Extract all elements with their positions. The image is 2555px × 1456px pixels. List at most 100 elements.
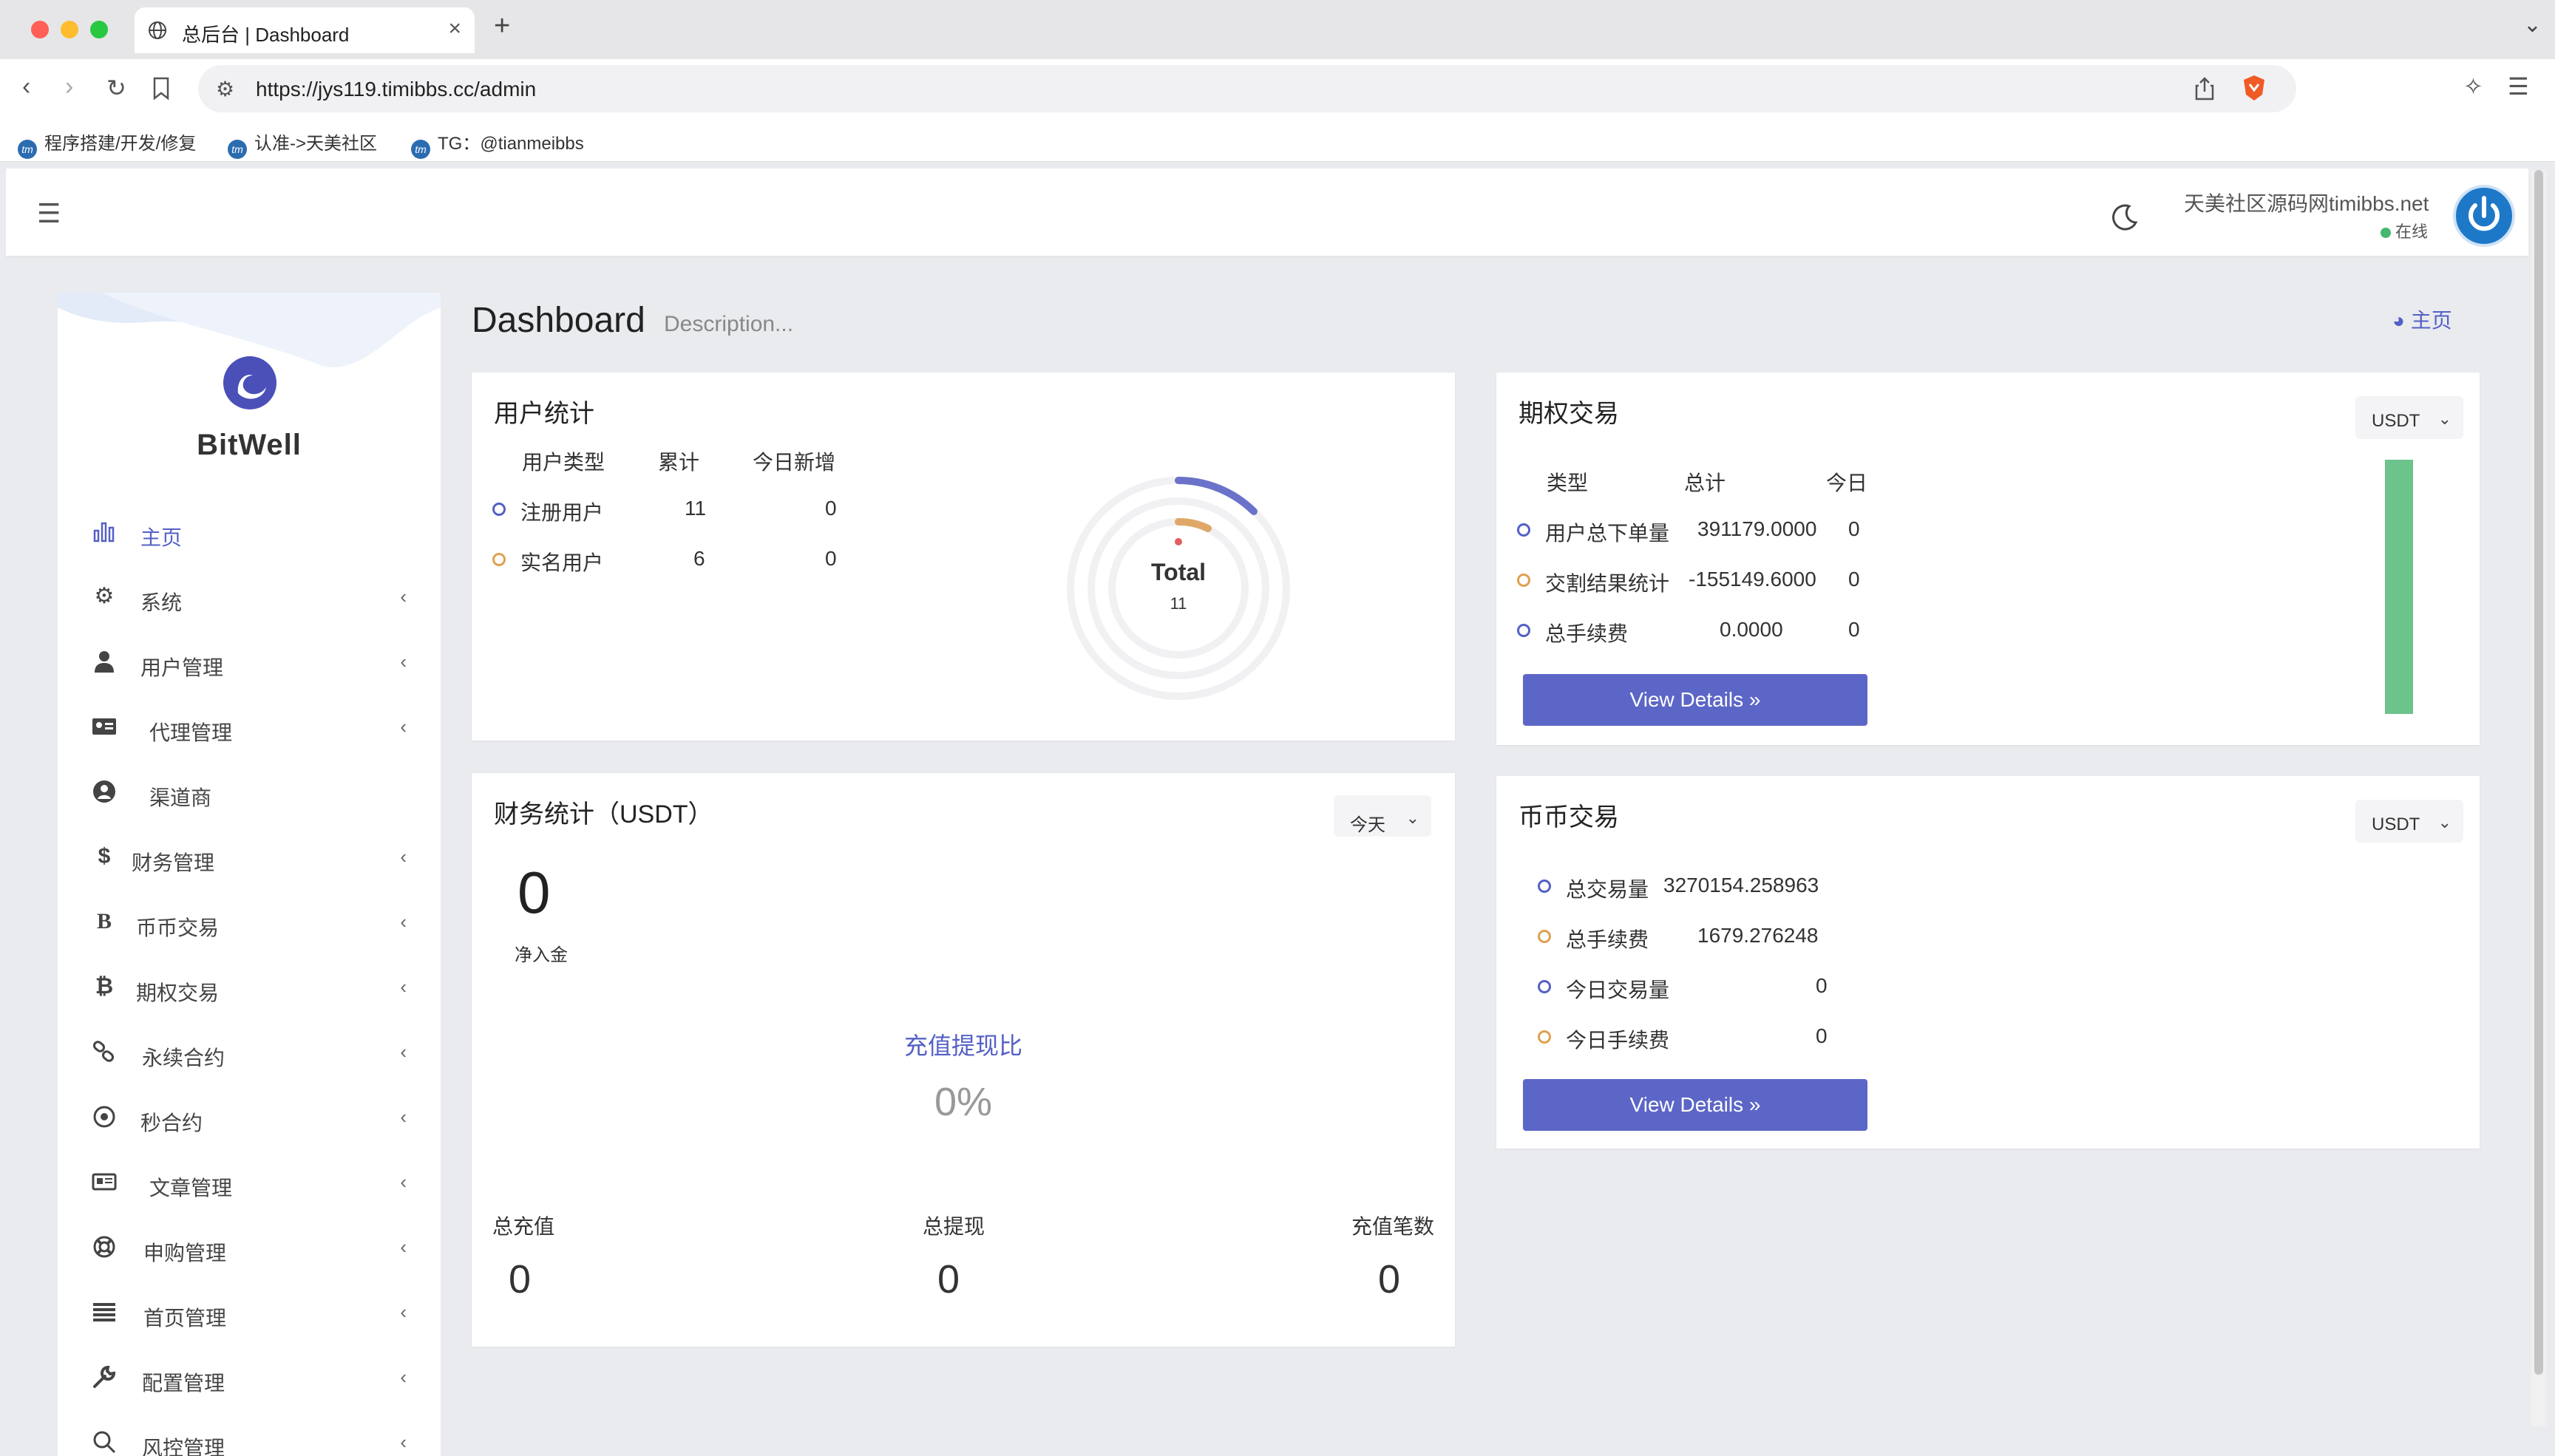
sidebar-menu: 主页 ⚙ 系统 ‹ 用户管理 ‹ 代理管理 ‹ 渠道商 $ [58, 500, 441, 1456]
sidebar-item-label: 渠道商 [149, 786, 212, 809]
row-label: 今日交易量 [1566, 979, 1670, 1001]
browser-tab[interactable]: 总后台 | Dashboard × [135, 7, 475, 53]
period-select[interactable]: 今天 ⌄ [1334, 795, 1431, 837]
scrollbar-track[interactable] [2531, 170, 2546, 1426]
chevron-left-icon: ‹ [400, 715, 407, 738]
site-settings-icon[interactable]: ⚙ [216, 78, 235, 101]
ratio-value: 0% [934, 1080, 993, 1124]
row-label: 总交易量 [1566, 878, 1649, 901]
sidebar-item-label: 配置管理 [142, 1372, 225, 1395]
tm-favicon-icon: tm [18, 140, 37, 159]
sidebar-item-config[interactable]: 配置管理 ‹ [58, 1345, 441, 1410]
id-card-icon [92, 718, 116, 735]
search-icon [93, 1431, 116, 1454]
address-bar[interactable]: ⚙ https://jys119.timibbs.cc/admin [198, 65, 2296, 112]
back-icon[interactable]: ‹ [22, 72, 31, 101]
row-value: 0 [1816, 1024, 1828, 1047]
bitwell-logo-icon [223, 356, 276, 409]
sidebar-item-users[interactable]: 用户管理 ‹ [58, 630, 441, 695]
tab-list-chevron-icon[interactable]: ⌄ [2522, 13, 2542, 37]
sidebar-item-perpetual[interactable]: 永续合约 ‹ [58, 1020, 441, 1085]
net-deposit-label: 净入金 [515, 945, 568, 965]
legend-ring-icon [1517, 624, 1530, 637]
avatar[interactable] [2453, 185, 2515, 247]
legend-ring-icon [1517, 574, 1530, 587]
list-icon [93, 1303, 115, 1321]
wrench-icon [93, 1365, 116, 1388]
row-type: 实名用户 [520, 551, 604, 574]
card-title: 用户统计 [494, 400, 594, 428]
currency-select[interactable]: USDT ⌄ [2355, 800, 2463, 843]
sidebar-item-risk[interactable]: 风控管理 ‹ [58, 1410, 441, 1456]
close-tab-icon[interactable]: × [448, 16, 461, 41]
bookmark-item[interactable]: tm 程序搭建/开发/修复 [18, 129, 196, 159]
sidebar-item-home[interactable]: 主页 [58, 500, 441, 565]
breadcrumb[interactable]: ◕ 主页 [2392, 309, 2452, 332]
sidebar-item-finance[interactable]: $ 财务管理 ‹ [58, 825, 441, 890]
bookmark-icon[interactable] [152, 77, 170, 101]
stat-label: 总提现 [923, 1215, 985, 1238]
leo-ai-icon[interactable]: ✧ [2463, 73, 2483, 100]
row-total: 391179.0000 [1697, 517, 1817, 540]
radial-donut-chart [1067, 477, 1290, 700]
browser-tab-bar: 总后台 | Dashboard × + ⌄ [0, 0, 2555, 59]
row-total: 0.0000 [1720, 618, 1783, 641]
view-details-button[interactable]: View Details » [1523, 1079, 1867, 1131]
sidebar-item-agents[interactable]: 代理管理 ‹ [58, 695, 441, 760]
sidebar: BitWell 主页 ⚙ 系统 ‹ 用户管理 ‹ 代理管理 ‹ [58, 293, 441, 1456]
bookmark-item[interactable]: tm 认准->天美社区 [228, 129, 377, 159]
legend-ring-icon [492, 553, 506, 566]
row-value: 0 [1816, 974, 1828, 997]
maximize-window-button[interactable] [90, 21, 108, 38]
lifebuoy-icon [93, 1236, 115, 1258]
hamburger-menu-icon[interactable]: ☰ [37, 198, 61, 228]
currency-select[interactable]: USDT ⌄ [2355, 396, 2463, 439]
bookmark-item[interactable]: tm TG：@tianmeibbs [411, 129, 584, 159]
sidebar-item-homepage[interactable]: 首页管理 ‹ [58, 1280, 441, 1345]
sidebar-item-channels[interactable]: 渠道商 [58, 760, 441, 825]
sidebar-item-options[interactable]: ₿ 期权交易 ‹ [58, 955, 441, 1020]
chevron-left-icon: ‹ [400, 1236, 407, 1258]
forward-icon[interactable]: › [65, 72, 74, 101]
minimize-window-button[interactable] [61, 21, 78, 38]
scrollbar-thumb[interactable] [2534, 170, 2543, 1375]
tab-title: 总后台 | Dashboard [182, 24, 350, 46]
legend-ring-icon [1538, 1030, 1551, 1044]
sidebar-item-label: 秒合约 [140, 1112, 203, 1134]
legend-ring-icon [1517, 523, 1530, 537]
column-header: 今日 [1826, 472, 1868, 494]
sidebar-item-seconds[interactable]: 秒合约 ‹ [58, 1085, 441, 1150]
legend-ring-icon [1538, 980, 1551, 993]
browser-menu-icon[interactable]: ☰ [2508, 73, 2529, 100]
row-today: 0 [1848, 517, 1860, 540]
legend-ring-icon [492, 503, 506, 516]
row-type: 总手续费 [1545, 622, 1629, 645]
reload-icon[interactable]: ↻ [106, 75, 126, 101]
moon-icon[interactable] [2110, 203, 2140, 232]
sidebar-item-articles[interactable]: 文章管理 ‹ [58, 1150, 441, 1215]
sidebar-item-subscription[interactable]: 申购管理 ‹ [58, 1215, 441, 1280]
bold-b-icon: B [96, 909, 112, 933]
view-details-button[interactable]: View Details » [1523, 674, 1867, 726]
online-dot-icon [2381, 228, 2391, 238]
sidebar-item-spot[interactable]: B 币币交易 ‹ [58, 890, 441, 955]
dot-circle-icon [93, 1106, 115, 1128]
sidebar-item-system[interactable]: ⚙ 系统 ‹ [58, 565, 441, 630]
options-trading-card: 期权交易 USDT ⌄ 类型 总计 今日 用户总下单量 391179.0000 … [1496, 372, 2480, 745]
row-type: 交割结果统计 [1545, 572, 1670, 595]
brave-shield-icon[interactable] [2242, 74, 2267, 102]
dollar-icon: $ [98, 844, 111, 868]
new-tab-button[interactable]: + [494, 10, 511, 41]
url-text: https://jys119.timibbs.cc/admin [256, 78, 537, 101]
row-label: 总手续费 [1566, 928, 1649, 951]
close-window-button[interactable] [31, 21, 49, 38]
share-icon[interactable] [2194, 77, 2215, 101]
donut-arc-verified [1175, 517, 1212, 532]
chevron-left-icon: ‹ [400, 1171, 407, 1193]
chevron-down-icon: ⌄ [2437, 813, 2451, 831]
column-header: 用户类型 [522, 451, 605, 474]
sidebar-item-label: 文章管理 [149, 1177, 233, 1200]
user-name[interactable]: 天美社区源码网timibbs.net [2184, 192, 2429, 215]
spot-trading-card: 币币交易 USDT ⌄ 总交易量 3270154.258963 总手续费 167… [1496, 776, 2480, 1149]
sidebar-item-label: 首页管理 [143, 1307, 227, 1330]
